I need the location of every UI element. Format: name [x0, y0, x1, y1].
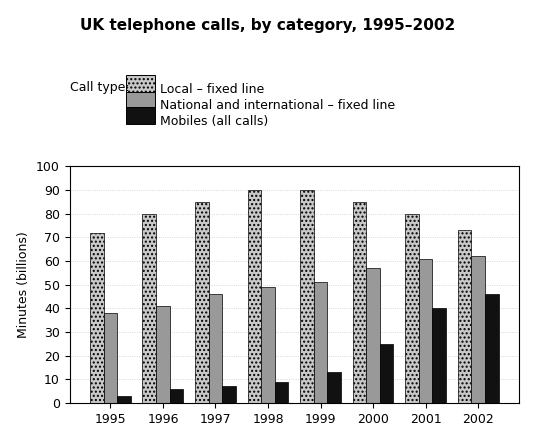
Bar: [419, 259, 432, 403]
Bar: [156, 306, 170, 403]
Bar: [223, 386, 236, 403]
Bar: [195, 202, 209, 403]
Text: National and international – fixed line: National and international – fixed line: [160, 99, 395, 112]
Bar: [327, 372, 341, 403]
Text: Call type:: Call type:: [70, 81, 129, 94]
Bar: [142, 214, 156, 403]
Bar: [300, 190, 314, 403]
Y-axis label: Minutes (billions): Minutes (billions): [18, 231, 30, 338]
Text: Local – fixed line: Local – fixed line: [160, 83, 265, 96]
Bar: [90, 233, 104, 403]
Text: Mobiles (all calls): Mobiles (all calls): [160, 115, 269, 128]
Bar: [261, 287, 275, 403]
Bar: [248, 190, 261, 403]
Bar: [366, 268, 380, 403]
Bar: [457, 230, 471, 403]
Bar: [275, 381, 288, 403]
Bar: [485, 294, 499, 403]
Bar: [117, 396, 131, 403]
Bar: [209, 294, 223, 403]
Bar: [314, 283, 327, 403]
Text: UK telephone calls, by category, 1995–2002: UK telephone calls, by category, 1995–20…: [80, 18, 455, 32]
Bar: [170, 389, 184, 403]
Bar: [380, 344, 394, 403]
Bar: [471, 256, 485, 403]
Bar: [104, 313, 117, 403]
Bar: [432, 308, 446, 403]
Bar: [353, 202, 366, 403]
Bar: [405, 214, 419, 403]
